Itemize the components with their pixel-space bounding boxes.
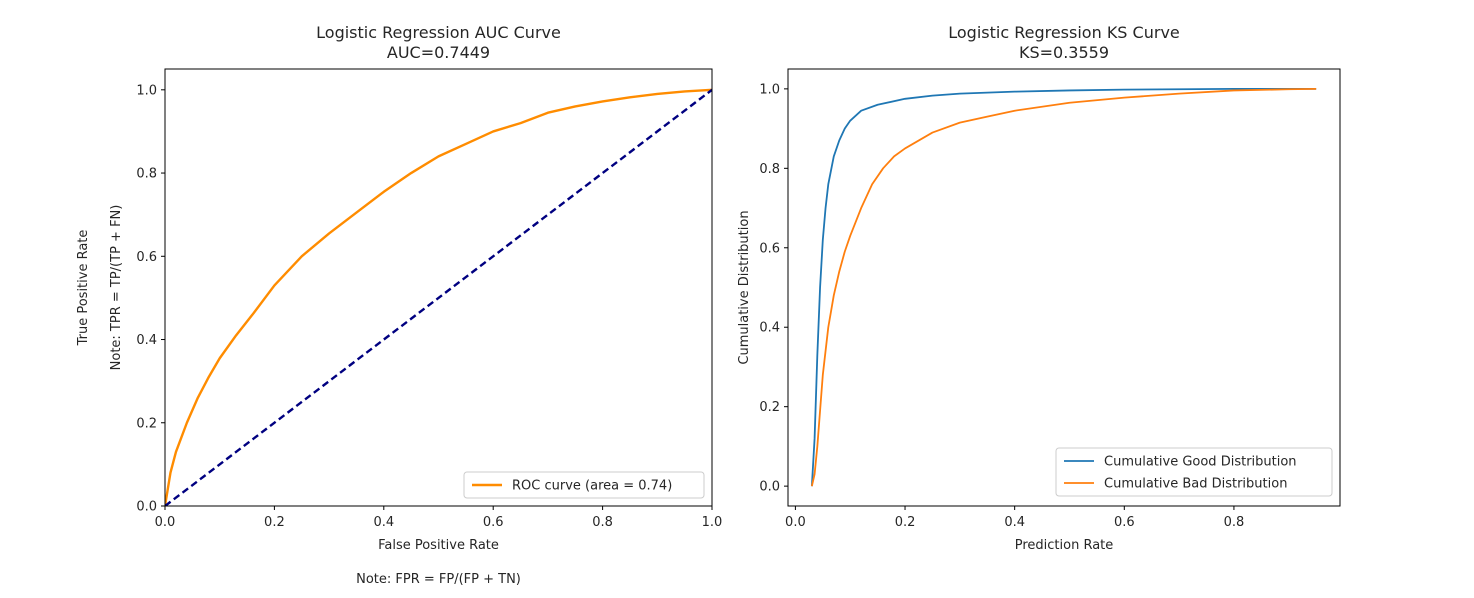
y-tick-label: 0.4 xyxy=(136,333,157,348)
series-group xyxy=(810,87,1317,487)
y-tick-label: 1.0 xyxy=(136,83,157,98)
y-tick-label: 0.2 xyxy=(759,400,780,415)
x-tick-label: 0.0 xyxy=(785,515,806,530)
x-axis-note: Note: FPR = FP/(FP + TN) xyxy=(356,572,521,587)
legend: ROC curve (area = 0.74) xyxy=(463,471,705,499)
chart-subtitle: KS=0.3559 xyxy=(1019,43,1109,62)
x-tick-label: 0.2 xyxy=(895,515,916,530)
chart-subtitle: AUC=0.7449 xyxy=(387,43,490,62)
x-tick-label: 0.0 xyxy=(155,515,176,530)
y-tick-label: 0.4 xyxy=(759,321,780,336)
x-tick-label: 0.2 xyxy=(264,515,285,530)
y-tick-label: 0.8 xyxy=(759,162,780,177)
series-group xyxy=(165,88,712,506)
legend-entry: ROC curve (area = 0.74) xyxy=(512,479,672,494)
diagonal-reference-line xyxy=(165,88,712,506)
chart-title: Logistic Regression KS Curve xyxy=(948,23,1180,42)
legend-box xyxy=(1055,447,1333,497)
series-line-cumulative-good-distribution xyxy=(810,87,1317,487)
x-tick-label: 1.0 xyxy=(702,515,723,530)
legend-entry: Cumulative Bad Distribution xyxy=(1104,477,1287,492)
plot-frame xyxy=(787,68,1341,507)
x-tick-label: 0.8 xyxy=(592,515,613,530)
y-tick-label: 0.8 xyxy=(136,167,157,182)
x-axis-label: False Positive Rate xyxy=(378,538,499,553)
x-tick-label: 0.4 xyxy=(373,515,394,530)
y-tick-label: 0.0 xyxy=(759,480,780,495)
x-axis-label: Prediction Rate xyxy=(1015,538,1114,553)
series-line-roc-curve-area-0-74 xyxy=(165,88,712,506)
y-tick-label: 0.6 xyxy=(759,241,780,256)
series-line-cumulative-bad-distribution xyxy=(810,87,1317,487)
y-axis-note: Note: TPR = TP/(TP + FN) xyxy=(109,205,124,371)
plot-frame xyxy=(164,68,713,507)
chart-title: Logistic Regression AUC Curve xyxy=(316,23,561,42)
y-tick-label: 1.0 xyxy=(759,82,780,97)
legend-box xyxy=(463,471,705,499)
y-tick-label: 0.2 xyxy=(136,416,157,431)
y-tick-label: 0.0 xyxy=(136,500,157,515)
y-axis-label: True Positive Rate xyxy=(76,230,91,347)
x-tick-label: 0.6 xyxy=(483,515,504,530)
x-tick-label: 0.6 xyxy=(1114,515,1135,530)
legend: Cumulative Good Distribution Cumulative B… xyxy=(1055,447,1333,497)
x-tick-label: 0.8 xyxy=(1224,515,1245,530)
y-tick-label: 0.6 xyxy=(136,250,157,265)
y-axis-label: Cumulative Distribution xyxy=(737,210,752,364)
legend-entry: Cumulative Good Distribution xyxy=(1104,455,1297,470)
x-tick-label: 0.4 xyxy=(1004,515,1025,530)
